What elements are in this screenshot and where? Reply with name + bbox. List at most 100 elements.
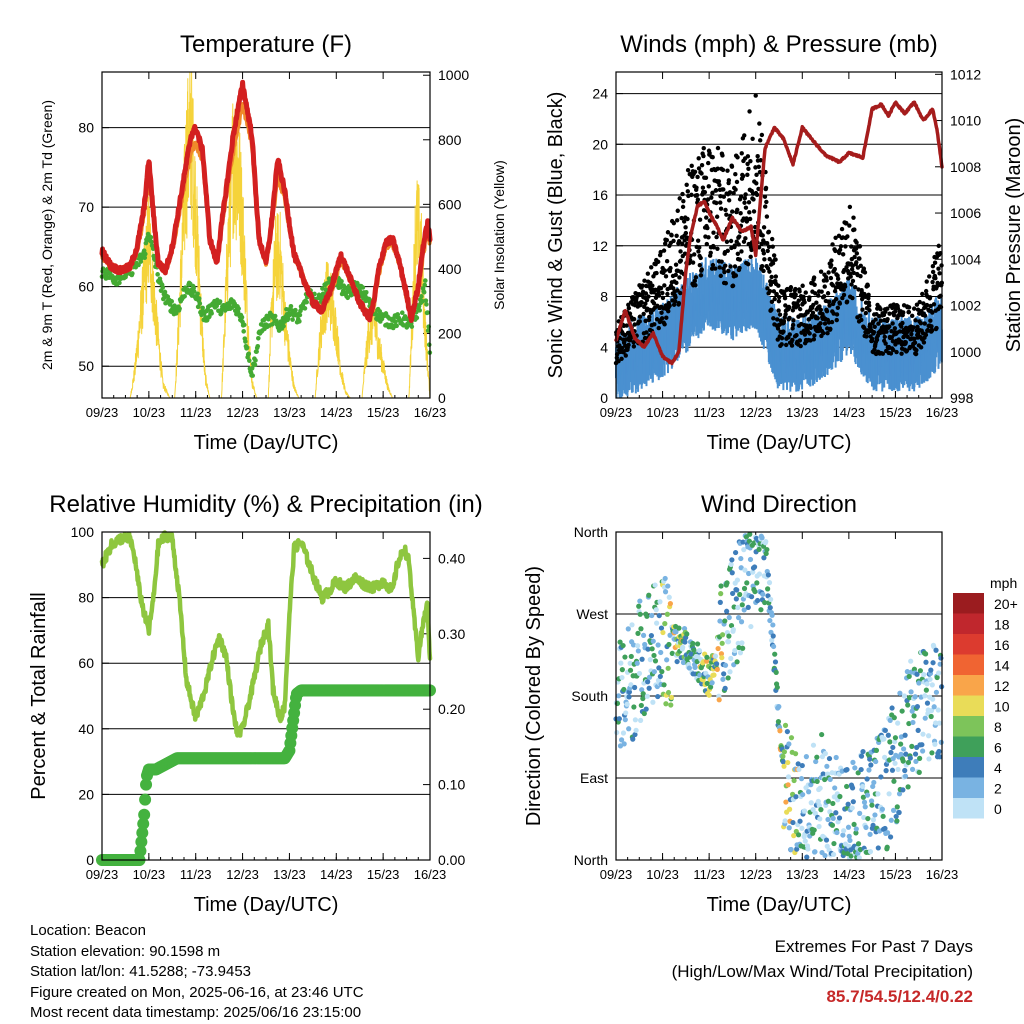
gust-point (858, 274, 863, 279)
gust-point (822, 321, 828, 326)
gust-point (801, 328, 807, 334)
gust-point (830, 283, 836, 288)
gust-point (787, 332, 793, 337)
legend-label: 12 (994, 678, 1010, 694)
gust-point (923, 332, 929, 338)
gust-point (766, 244, 772, 250)
gust-point (923, 288, 929, 294)
y2-tick-label: 1004 (950, 251, 981, 267)
direction-point (703, 658, 710, 664)
direction-point (627, 660, 633, 666)
direction-point (868, 762, 874, 768)
direction-point (892, 739, 898, 745)
gust-point (669, 233, 674, 238)
direction-point (923, 659, 929, 665)
direction-point (908, 658, 914, 664)
speed-legend: mph 20+ 18 16 14 12 10 8 6 4 2 0 (953, 575, 1018, 819)
direction-point (890, 807, 897, 813)
gust-point (887, 324, 892, 329)
gust-point (861, 266, 867, 271)
gust-point (721, 187, 726, 192)
gust-point (697, 262, 703, 268)
gust-point (866, 292, 871, 298)
gust-point (690, 260, 696, 265)
direction-point (917, 755, 923, 761)
direction-point (933, 720, 939, 726)
gust-point (733, 172, 738, 177)
direction-point (933, 647, 939, 653)
direction-point (787, 806, 793, 812)
direction-point (619, 674, 625, 681)
dewpoint-point (155, 272, 160, 277)
direction-point (844, 766, 850, 773)
direction-point (860, 783, 866, 790)
gust-point (775, 326, 781, 331)
gust-point (619, 356, 624, 361)
direction-point (853, 826, 859, 832)
direction-point (638, 626, 644, 632)
direction-point (826, 755, 833, 762)
direction-point (669, 650, 675, 657)
gust-point (797, 338, 803, 343)
direction-point (931, 704, 937, 710)
gust-point (751, 197, 756, 202)
gust-point (714, 234, 719, 240)
gust-point (762, 194, 768, 199)
direction-point (660, 629, 666, 636)
direction-point (770, 643, 777, 650)
direction-point (718, 651, 725, 657)
gust-point (872, 347, 877, 352)
gust-point (844, 299, 850, 304)
gust-point (695, 197, 701, 202)
x-tick-label: 14/23 (320, 867, 353, 882)
gust-point (794, 332, 799, 338)
direction-point (741, 607, 747, 613)
gust-point (643, 318, 648, 324)
gust-point (849, 282, 854, 287)
direction-point (664, 657, 670, 663)
gust-point (793, 292, 798, 297)
dewpoint-point (425, 310, 430, 315)
gust-point (828, 262, 834, 268)
x-tick-label: 11/23 (693, 405, 725, 420)
gust-point (685, 216, 690, 222)
gust-point (831, 311, 836, 316)
direction-point (781, 749, 788, 755)
gust-point (631, 316, 637, 322)
extremes-box: Extremes For Past 7 Days (High/Low/Max W… (672, 934, 973, 1009)
y-axis-label: Direction (Colored By Speed) (523, 566, 545, 826)
x-tick-label: 15/23 (367, 405, 400, 420)
legend-label: 4 (994, 760, 1002, 776)
gust-point (692, 278, 697, 284)
gust-point (797, 289, 802, 294)
gust-point (885, 306, 890, 311)
gust-point (742, 200, 747, 205)
gust-point (890, 339, 896, 344)
dewpoint-point (272, 313, 278, 319)
gust-point (834, 317, 839, 323)
direction-point (682, 639, 688, 645)
gust-point (890, 347, 896, 353)
direction-point (795, 761, 801, 767)
direction-point (762, 599, 768, 606)
gust-point (673, 295, 678, 300)
gust-point (790, 337, 795, 343)
gust-point (814, 300, 819, 305)
direction-point (929, 682, 935, 688)
gust-point (821, 330, 826, 336)
direction-point (882, 754, 888, 760)
gust-point (931, 302, 937, 307)
direction-point (825, 798, 831, 804)
gust-point (817, 304, 822, 309)
direction-point (667, 632, 673, 638)
direction-point (635, 630, 641, 636)
gust-point (770, 244, 775, 249)
direction-point (620, 642, 626, 649)
x-tick-label: 09/23 (86, 867, 119, 882)
gust-point (743, 236, 748, 241)
direction-point (658, 625, 665, 631)
direction-point (890, 744, 896, 751)
gust-point (759, 263, 765, 269)
direction-point (708, 684, 714, 690)
direction-point (791, 833, 797, 839)
